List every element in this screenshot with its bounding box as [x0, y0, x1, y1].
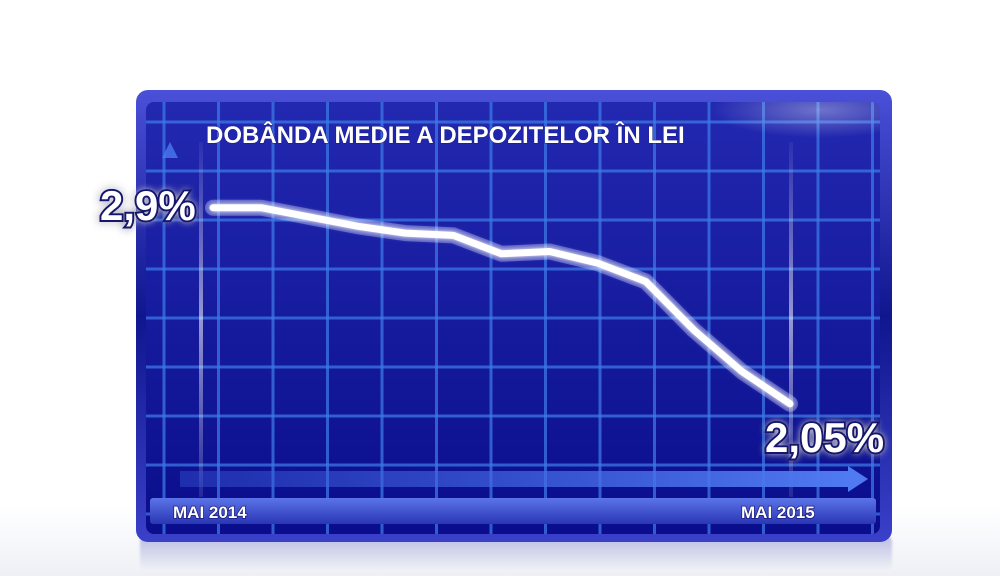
data-point: [546, 248, 553, 255]
y-axis-arrow-icon: [162, 142, 178, 158]
start-value-label: 2,9%: [100, 182, 196, 229]
x-axis-arrow-shaft: [180, 471, 850, 487]
data-point: [354, 222, 361, 230]
chart-title: DOBÂNDA MEDIE A DEPOZITELOR ÎN LEI: [206, 121, 685, 149]
x-axis-bar: [150, 498, 876, 524]
end-value-label: 2,05%: [765, 414, 884, 461]
x-tick-label-end: MAI 2015: [741, 503, 815, 522]
data-point: [305, 213, 313, 221]
x-tick-label-start: MAI 2014: [173, 503, 247, 522]
data-point: [257, 204, 265, 211]
data-point: [786, 400, 794, 408]
data-point: [642, 278, 649, 285]
data-point: [738, 368, 746, 375]
x-axis-arrow-icon: [848, 466, 868, 492]
data-point: [209, 204, 217, 211]
data-point: [450, 232, 457, 239]
series-line-group: [205, 199, 798, 412]
end-marker-line: [789, 142, 793, 497]
data-point: [594, 259, 601, 267]
start-marker-line: [199, 142, 203, 497]
data-point: [498, 250, 505, 258]
data-point: [690, 326, 698, 334]
data-point: [402, 229, 409, 237]
panel-glare: [710, 102, 880, 138]
